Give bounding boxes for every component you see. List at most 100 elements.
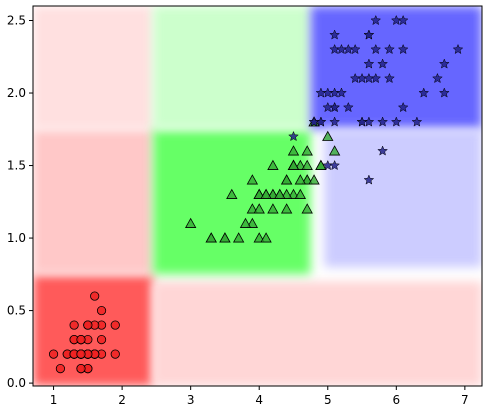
x-tick-label: 7 xyxy=(461,393,469,407)
point-blue xyxy=(349,43,361,55)
point-green xyxy=(260,232,272,243)
point-blue xyxy=(363,58,375,69)
point-green xyxy=(294,159,307,170)
x-tick-label: 5 xyxy=(324,393,332,407)
region-red-light xyxy=(152,281,482,386)
region-green-strong xyxy=(152,129,311,275)
point-green xyxy=(301,159,313,170)
point-blue xyxy=(370,43,382,55)
point-green xyxy=(280,174,293,185)
point-blue xyxy=(390,116,402,127)
region-green-light xyxy=(152,6,311,130)
point-blue xyxy=(377,116,388,127)
y-tick-label: 0.0 xyxy=(7,376,26,390)
point-blue xyxy=(308,116,320,127)
point-green xyxy=(232,232,245,243)
point-blue xyxy=(418,87,430,98)
point-red xyxy=(55,363,66,374)
point-red xyxy=(96,334,107,345)
point-green xyxy=(315,159,327,170)
point-blue xyxy=(315,87,327,98)
x-tick-label: 6 xyxy=(392,393,400,407)
point-blue xyxy=(397,101,409,113)
point-green xyxy=(301,203,313,214)
point-green xyxy=(294,188,307,199)
point-green xyxy=(280,188,293,199)
x-axis: 1 2 3 4 5 6 7 xyxy=(50,386,469,407)
point-blue xyxy=(397,14,409,26)
point-blue xyxy=(397,43,409,55)
point-green xyxy=(239,217,252,228)
point-green xyxy=(287,159,300,170)
point-blue xyxy=(288,130,299,142)
y-tick-label: 1.0 xyxy=(7,231,26,245)
point-red xyxy=(69,320,79,330)
point-red xyxy=(76,334,86,345)
point-blue xyxy=(377,58,388,69)
region-red-light xyxy=(33,6,153,130)
point-red xyxy=(76,349,86,359)
point-green xyxy=(287,145,300,156)
point-red xyxy=(96,305,107,316)
point-blue xyxy=(384,72,395,84)
point-blue xyxy=(329,116,341,127)
point-red xyxy=(48,349,59,359)
point-blue xyxy=(336,43,347,55)
point-green xyxy=(267,188,279,199)
point-blue xyxy=(370,14,382,26)
point-green xyxy=(253,188,265,199)
point-blue xyxy=(363,174,375,185)
point-green xyxy=(184,217,197,228)
region-blue-light xyxy=(324,129,482,268)
y-axis: 0.0 0.5 1.0 1.5 2.0 2.5 xyxy=(7,14,33,390)
region-blue-strong xyxy=(310,6,482,130)
y-tick-label: 0.5 xyxy=(7,304,26,318)
point-green xyxy=(253,203,265,214)
point-blue xyxy=(438,87,450,98)
point-blue xyxy=(411,116,423,127)
point-red xyxy=(83,320,93,330)
point-blue xyxy=(363,29,375,40)
point-green xyxy=(267,159,279,170)
x-tick-label: 4 xyxy=(255,393,263,407)
point-blue xyxy=(349,72,361,84)
point-blue xyxy=(363,72,375,84)
point-red xyxy=(110,320,120,330)
point-blue xyxy=(432,72,443,84)
y-tick-label: 1.5 xyxy=(7,159,26,173)
point-green xyxy=(246,217,259,228)
point-red xyxy=(110,349,120,359)
point-blue xyxy=(342,101,354,113)
plot-frame xyxy=(32,5,483,387)
point-blue xyxy=(329,159,341,171)
point-blue xyxy=(438,58,450,69)
point-red xyxy=(76,363,86,374)
point-blue xyxy=(336,87,347,98)
point-green xyxy=(301,174,313,185)
point-green xyxy=(274,188,286,199)
x-tick-label: 3 xyxy=(187,393,195,407)
point-green xyxy=(280,203,293,214)
point-green xyxy=(287,188,300,199)
region-red-medium xyxy=(33,129,153,275)
y-tick-label: 2.0 xyxy=(7,86,26,100)
point-blue xyxy=(329,29,341,40)
point-green xyxy=(294,174,307,185)
point-green xyxy=(219,232,231,243)
point-green xyxy=(267,203,279,214)
x-tick-label: 2 xyxy=(118,393,126,407)
point-green xyxy=(246,203,259,214)
point-blue xyxy=(384,43,395,55)
x-tick-label: 1 xyxy=(50,393,58,407)
point-green xyxy=(226,188,238,199)
point-blue xyxy=(377,145,388,156)
point-green xyxy=(253,232,265,243)
point-blue xyxy=(322,101,334,113)
point-green xyxy=(322,130,334,141)
point-red xyxy=(90,291,100,301)
data-points xyxy=(48,14,464,374)
point-blue xyxy=(356,116,368,127)
point-green xyxy=(301,145,313,156)
point-green xyxy=(205,232,217,243)
